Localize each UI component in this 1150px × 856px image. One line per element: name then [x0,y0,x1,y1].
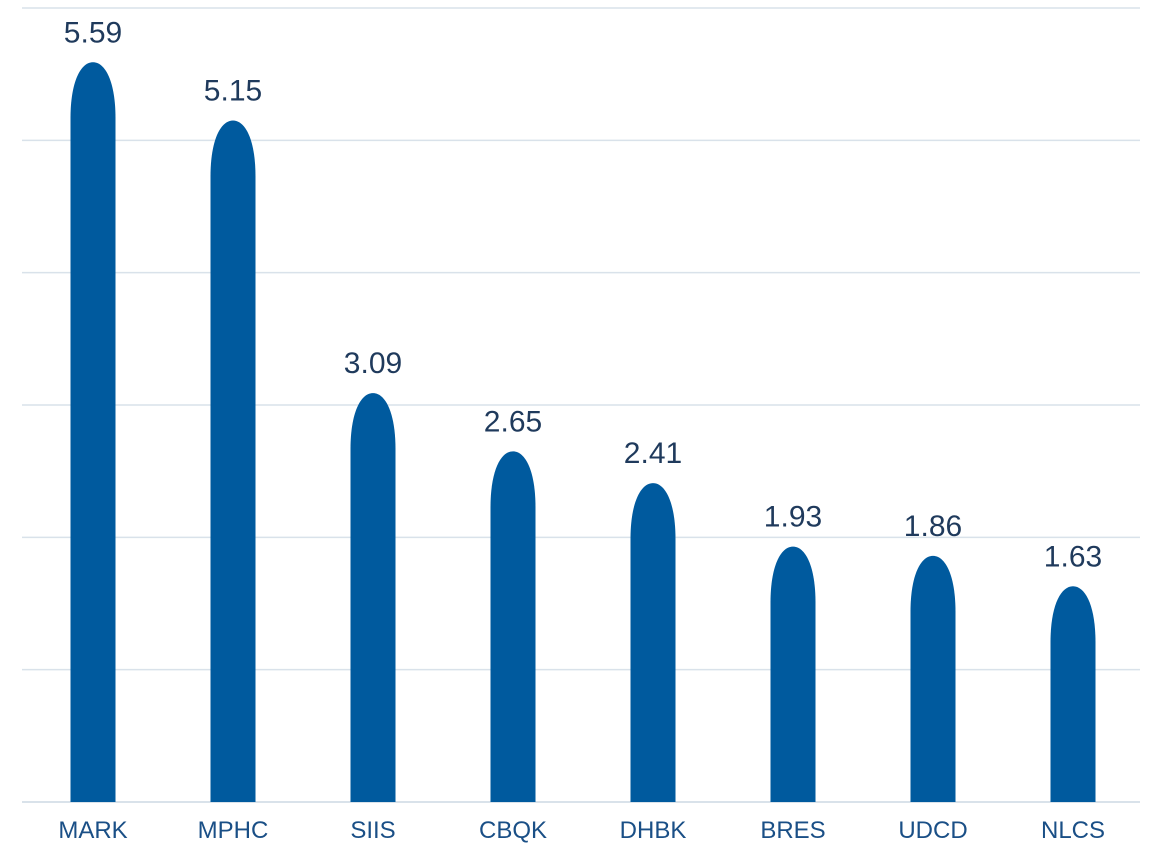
category-label-bres: BRES [760,817,825,844]
bar-dhbk [630,483,676,802]
bar-mark [70,62,116,803]
value-label-bres: 1.93 [764,501,822,534]
bar-mphc [210,120,256,802]
category-labels: MARK MPHC SIIS CBQK DHBK BRES UDCD NLCS [58,817,1105,844]
gridlines [22,7,1140,803]
category-label-siis: SIIS [350,817,395,844]
value-label-mphc: 5.15 [204,74,262,107]
category-label-udcd: UDCD [898,817,967,844]
bars [70,62,1096,803]
value-label-udcd: 1.86 [904,510,962,543]
bar-udcd [910,555,956,802]
value-label-nlcs: 1.63 [1044,540,1102,573]
bar-cbqk [490,451,536,802]
value-label-mark: 5.59 [64,16,122,49]
value-label-dhbk: 2.41 [624,437,682,470]
category-label-mphc: MPHC [198,817,269,844]
bar-nlcs [1050,586,1096,802]
bar-siis [350,393,396,802]
category-label-dhbk: DHBK [620,817,687,844]
value-label-cbqk: 2.65 [484,405,542,438]
bar-bres [770,546,816,802]
category-label-mark: MARK [58,817,127,844]
category-label-nlcs: NLCS [1041,817,1105,844]
value-label-siis: 3.09 [344,347,402,380]
value-labels: 5.59 5.15 3.09 2.65 2.41 1.93 1.86 1.63 [64,16,1102,573]
category-label-cbqk: CBQK [479,817,547,844]
